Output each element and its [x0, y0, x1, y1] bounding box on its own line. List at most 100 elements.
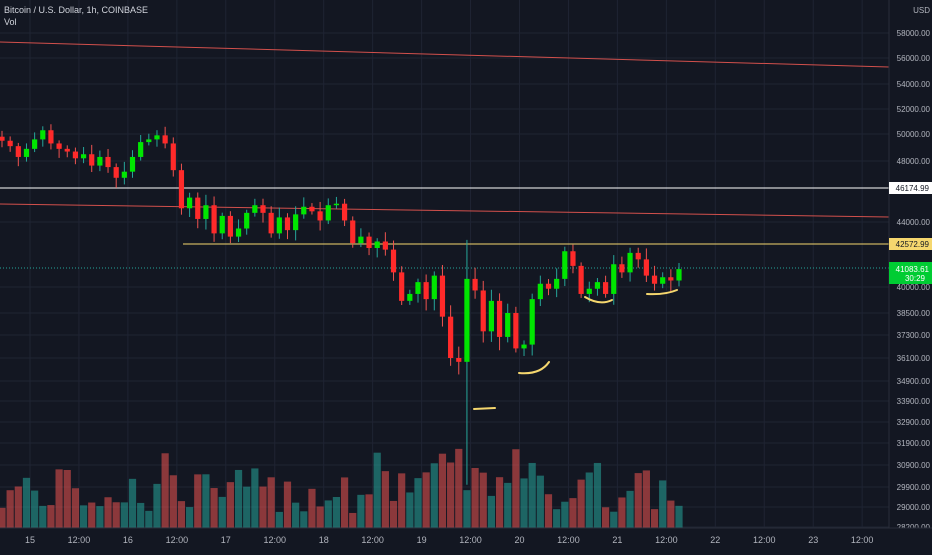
candle-body: [627, 252, 633, 273]
candle-body: [570, 251, 576, 266]
volume-bar: [39, 505, 47, 528]
volume-bar: [414, 478, 422, 528]
candle-body: [578, 265, 584, 294]
candle-body: [89, 154, 95, 166]
symbol-title[interactable]: Bitcoin / U.S. Dollar, 1h, COINBASE: [4, 5, 149, 15]
time-tick-label: 23: [808, 535, 818, 545]
time-tick-label: 12:00: [459, 535, 482, 545]
volume-bar: [430, 463, 438, 528]
time-tick-label: 12:00: [851, 535, 874, 545]
candle-body: [415, 282, 421, 294]
candle-body: [23, 148, 30, 157]
last-price-badge-label: 41083.61: [896, 265, 930, 274]
candle-body: [48, 130, 54, 144]
volume-bar: [137, 502, 145, 528]
support-annotation[interactable]: [584, 296, 613, 304]
candle-body: [317, 211, 323, 221]
trendlines[interactable]: [0, 41, 890, 269]
candle-body: [505, 313, 511, 337]
volume-bar: [218, 496, 226, 528]
volume-bar: [275, 511, 283, 528]
candle-body: [431, 275, 437, 300]
time-axis[interactable]: 15 12:00 16 12:00 17 12:00 18 12:00 19 12:00 20 12:…: [25, 535, 873, 545]
volume-bar: [308, 488, 316, 528]
volume-bar: [88, 502, 96, 528]
price-tick-label: 56000.00: [897, 54, 931, 63]
time-tick-label: 12:00: [361, 535, 384, 545]
annotations[interactable]: [473, 289, 678, 410]
volume-indicator-label[interactable]: Vol: [4, 17, 17, 27]
candle-body: [7, 140, 13, 147]
time-tick-label: 20: [514, 535, 524, 545]
candle-body: [350, 220, 356, 244]
candle-body: [399, 272, 405, 301]
volume-bar: [202, 474, 210, 528]
volume-bar: [153, 483, 161, 528]
volume-bar: [324, 500, 332, 528]
volume-bar: [259, 486, 267, 528]
volume-bar: [447, 462, 455, 528]
candle-body: [113, 167, 119, 178]
volume-bar: [55, 469, 63, 528]
volume-bar: [512, 449, 520, 528]
support-annotation[interactable]: [518, 361, 550, 375]
volume-bar: [601, 507, 610, 528]
chart-legend[interactable]: Bitcoin / U.S. Dollar, 1h, COINBASE Vol: [4, 4, 148, 28]
support-annotation[interactable]: [473, 407, 496, 410]
candle-body: [203, 205, 209, 219]
candle-body: [154, 135, 160, 140]
volume-bar: [31, 490, 39, 528]
volume-bar: [659, 480, 667, 528]
candle-body: [545, 283, 552, 289]
volume-bar: [487, 495, 495, 528]
candle-body: [480, 290, 486, 332]
candle-body: [211, 205, 217, 234]
time-tick-label: 12:00: [263, 535, 286, 545]
candle-body: [301, 206, 307, 215]
price-tick-label: 34900.00: [897, 377, 931, 386]
volume-bar: [161, 453, 169, 528]
candle-body: [407, 293, 413, 301]
volume-bar: [96, 506, 104, 528]
candle-body: [439, 275, 446, 317]
candle-body: [529, 299, 535, 345]
candle-body: [464, 278, 470, 362]
lower-trendline[interactable]: [0, 203, 890, 218]
volume-bar: [577, 479, 585, 528]
volume-bar: [14, 486, 22, 528]
volume-bar: [438, 453, 447, 528]
price-tick-label: 50000.00: [897, 130, 931, 139]
volume-bar: [528, 462, 536, 528]
time-tick-label: 12:00: [655, 535, 678, 545]
upper-trendline[interactable]: [0, 41, 890, 68]
price-tick-label: 40000.00: [897, 283, 931, 292]
candle-body: [252, 205, 258, 213]
candle-body: [105, 156, 111, 168]
volume-bar: [186, 507, 194, 528]
candle-body: [456, 358, 462, 362]
volume-bar: [544, 494, 553, 528]
candle-body: [635, 252, 641, 260]
volume-bar: [300, 511, 308, 528]
volume-bar: [316, 506, 324, 528]
volume-bar: [251, 468, 259, 528]
volume-bar: [120, 502, 128, 528]
candle-body: [472, 278, 478, 291]
candle-body: [333, 203, 340, 206]
candle-body: [496, 300, 503, 337]
volume-bar: [675, 505, 683, 528]
volume-bar: [194, 474, 202, 528]
time-tick-label: 16: [123, 535, 133, 545]
candle-body: [219, 215, 225, 234]
volume-bar: [626, 490, 634, 528]
volume-bar: [373, 452, 381, 528]
volume-bar: [389, 500, 398, 528]
volume-bar: [243, 486, 251, 528]
time-axis-panel[interactable]: [0, 528, 932, 550]
price-tick-label: 48000.00: [897, 157, 931, 166]
support-annotation[interactable]: [646, 289, 678, 296]
candle-body: [448, 316, 454, 358]
